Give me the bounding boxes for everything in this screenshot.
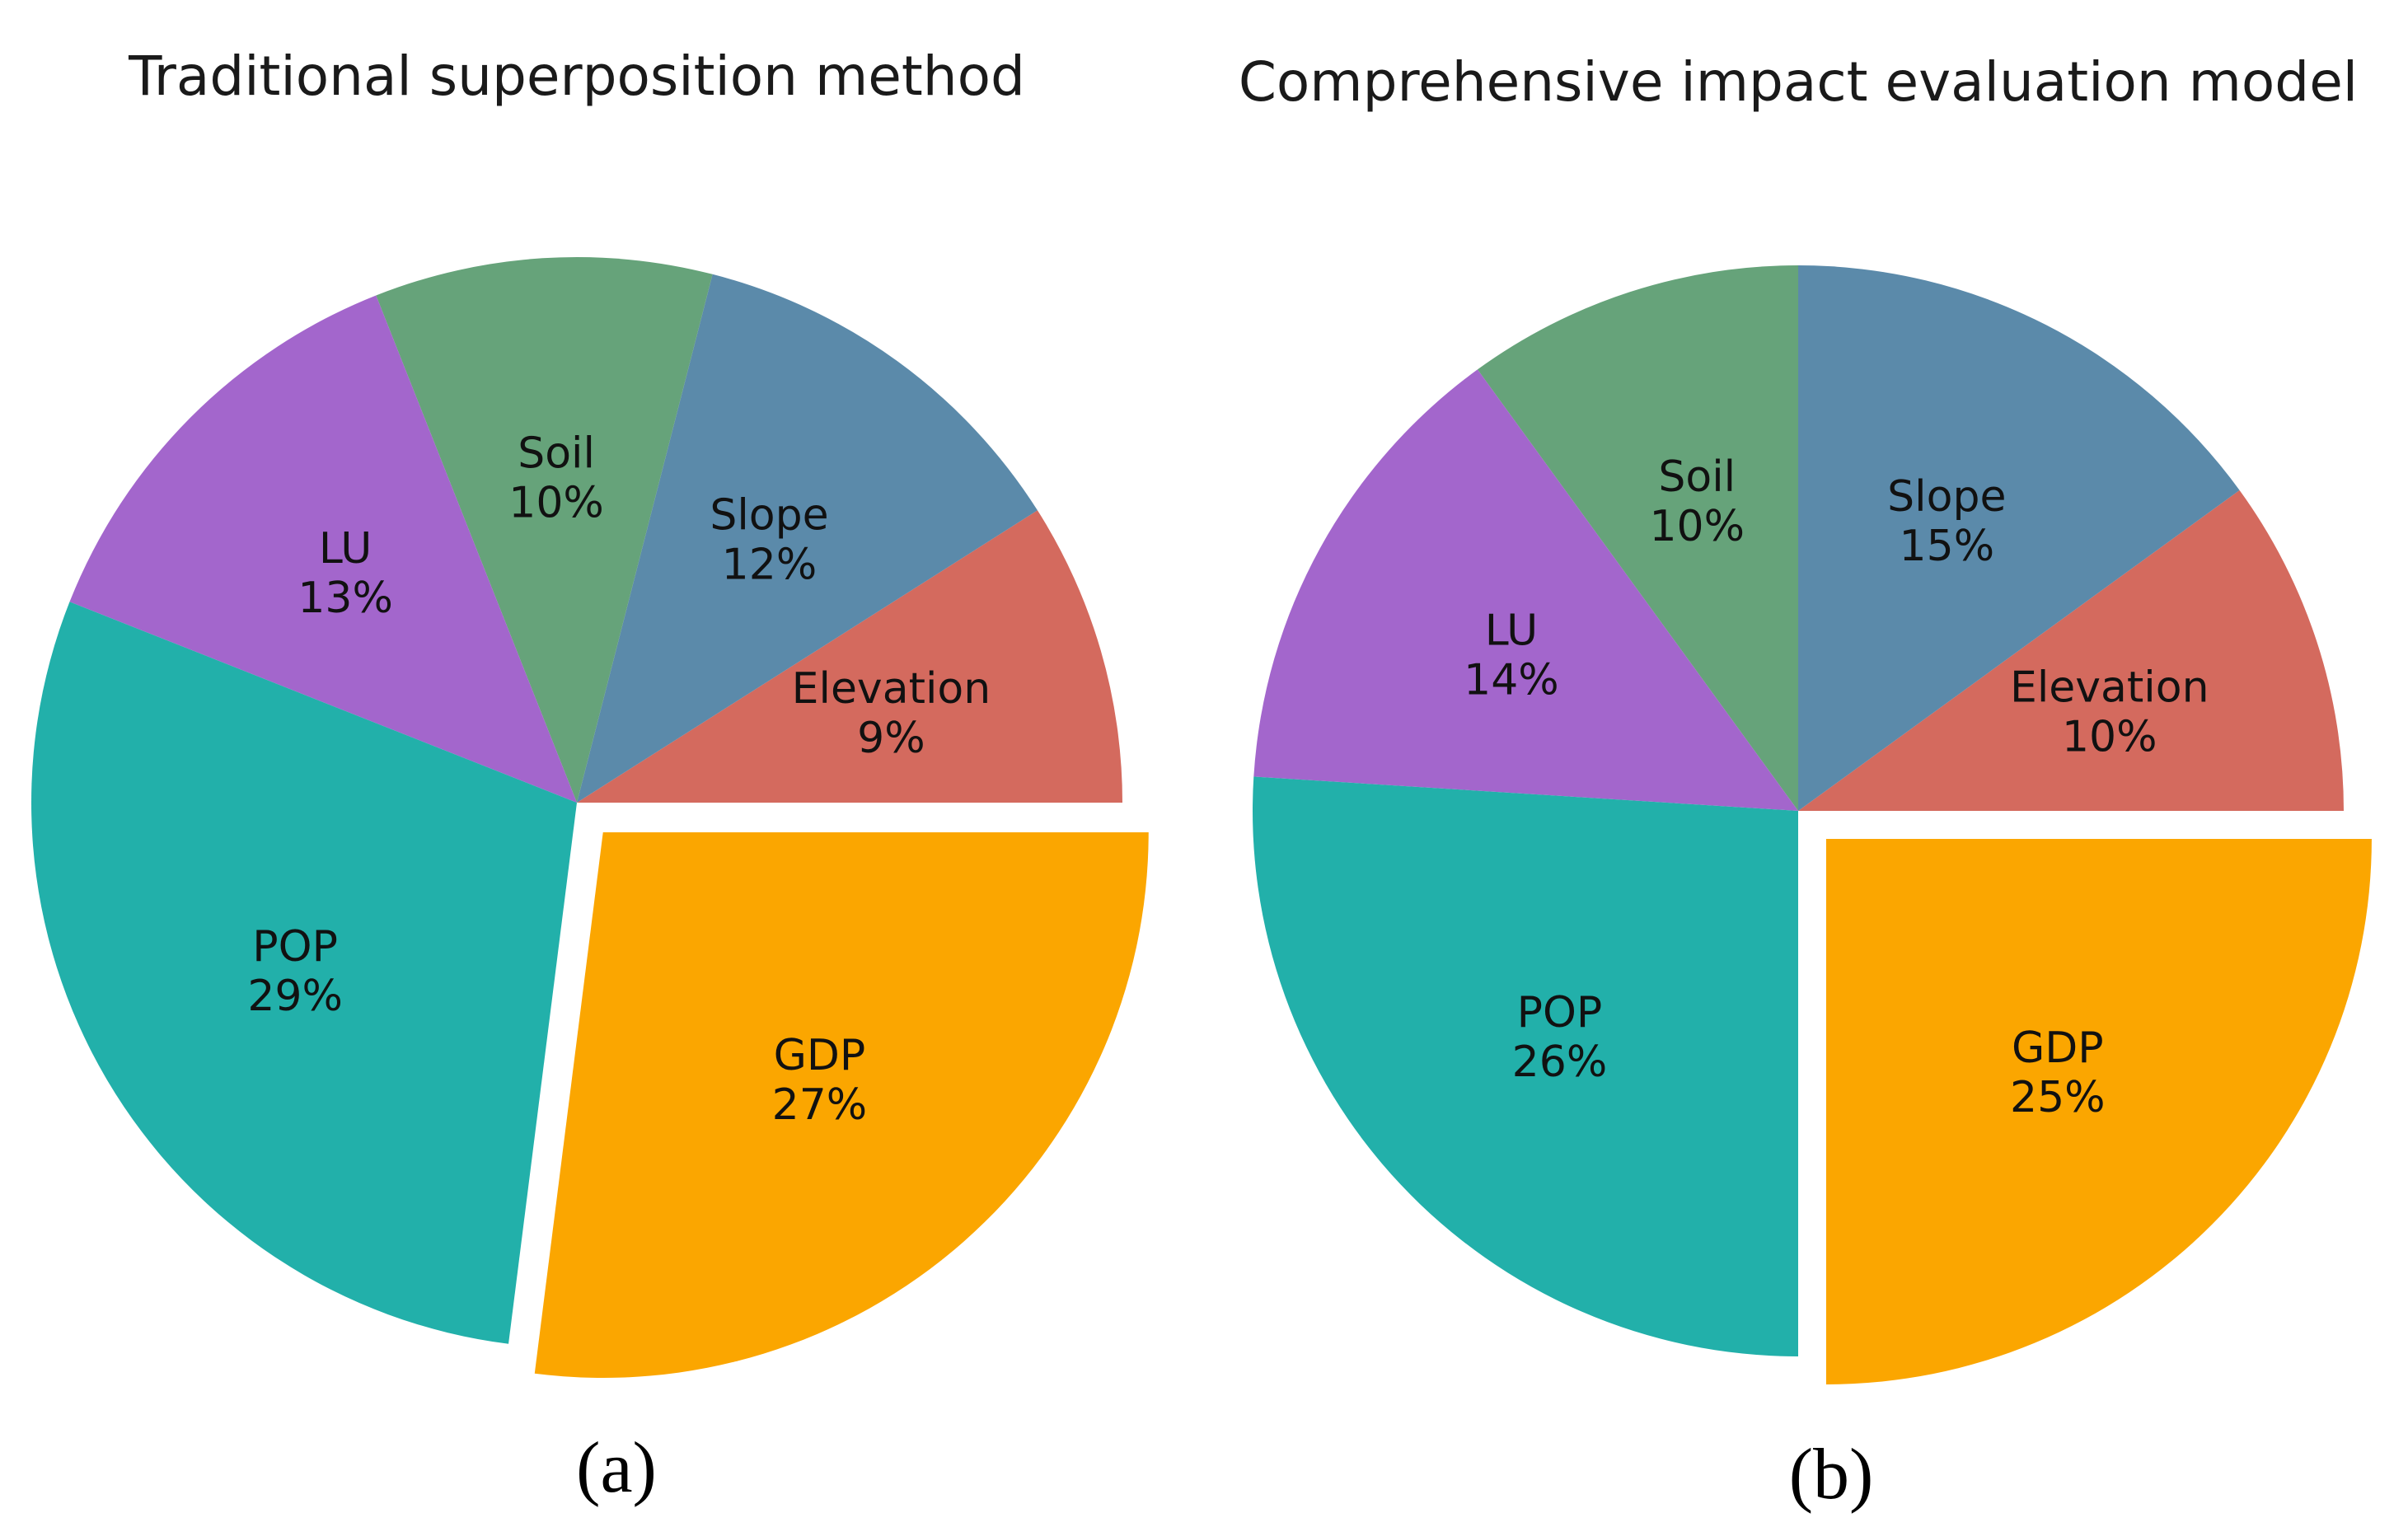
pie-label-a-elevation: Elevation 9% (792, 664, 991, 763)
pie-label-a-lu: LU 13% (297, 524, 393, 623)
pie-label-pct-a-gdp: 27% (772, 1080, 868, 1130)
pie-label-pct-a-soil: 10% (508, 479, 604, 528)
pie-slices-a (31, 257, 1149, 1379)
pie-label-b-pop: POP 26% (1512, 988, 1608, 1087)
pie-labels-a: Elevation 9% Slope 12% Soil 10% LU 13% POP 29% GDP… (247, 429, 991, 1130)
pie-label-name-a-lu: LU (319, 524, 372, 574)
pie-label-b-soil: Soil 10% (1649, 452, 1745, 551)
pie-slice-b-slope (1798, 265, 2240, 811)
pie-label-a-slope: Slope 12% (710, 491, 828, 590)
pie-chart-comprehensive-impact: Comprehensive impact evaluation model El… (1239, 50, 2372, 1515)
pie-label-name-a-pop: POP (252, 922, 338, 972)
pie-slice-b-elevation (1798, 489, 2344, 811)
pie-label-pct-b-lu: 14% (1464, 656, 1559, 705)
pie-label-name-b-slope: Slope (1887, 472, 2006, 522)
pie-label-name-b-pop: POP (1517, 988, 1603, 1038)
pie-label-name-a-soil: Soil (518, 429, 595, 479)
pie-slice-a-slope (577, 274, 1038, 803)
chart-title-b: Comprehensive impact evaluation model (1239, 50, 2358, 114)
pie-slice-a-soil (376, 257, 713, 803)
pie-label-name-a-gdp: GDP (774, 1031, 866, 1080)
pie-label-a-gdp: GDP 27% (772, 1031, 868, 1130)
pie-label-name-b-soil: Soil (1658, 452, 1736, 502)
pie-label-pct-a-slope: 12% (722, 541, 818, 590)
pie-label-name-a-elevation: Elevation (792, 664, 991, 714)
pie-label-pct-b-pop: 26% (1512, 1038, 1608, 1087)
pie-label-name-b-lu: LU (1485, 607, 1538, 656)
pie-slice-a-pop (31, 602, 577, 1344)
pie-slices-b (1252, 265, 2372, 1384)
pie-slice-a-lu (69, 295, 577, 803)
pie-label-pct-b-soil: 10% (1649, 502, 1745, 551)
pie-label-pct-b-gdp: 25% (2010, 1073, 2106, 1122)
pie-chart-traditional-superposition: Traditional superposition method Elevati… (31, 44, 1149, 1508)
pie-slice-a-gdp (534, 832, 1149, 1379)
pie-labels-b: Elevation 10%Slope 15%Soil 10%LU 14%POP 26% GD… (1464, 452, 2209, 1122)
pie-label-a-soil: Soil 10% (508, 429, 604, 528)
pie-label-name-b-elevation: Elevation (2010, 663, 2209, 712)
panel-label-a: (a) (576, 1428, 657, 1508)
pie-label-pct-a-lu: 13% (297, 574, 393, 623)
pie-slice-b-lu (1253, 369, 1798, 811)
pie-slice-a-elevation (577, 510, 1122, 803)
pie-label-b-elevation: Elevation 10% (2010, 663, 2209, 761)
pie-slice-b-pop (1252, 776, 1798, 1356)
pie-label-name-b-gdp: GDP (2012, 1023, 2104, 1073)
pie-label-a-pop: POP 29% (247, 922, 343, 1021)
pie-label-pct-b-slope: 15% (1900, 522, 1995, 571)
pie-slice-b-soil (1477, 265, 1798, 811)
panel-label-b: (b) (1789, 1435, 1874, 1515)
pie-label-name-a-slope: Slope (710, 491, 828, 541)
pie-label-b-slope: Slope 15% (1887, 472, 2006, 571)
pie-label-pct-a-pop: 29% (247, 972, 343, 1021)
pie-label-pct-b-elevation: 10% (2062, 712, 2157, 761)
chart-title-a: Traditional superposition method (128, 44, 1025, 108)
pie-slice-b-gdp (1825, 838, 2372, 1384)
pie-label-b-lu: LU 14% (1464, 607, 1559, 705)
pie-label-pct-a-elevation: 9% (857, 714, 925, 763)
pie-label-b-gdp: GDP 25% (2010, 1023, 2106, 1122)
